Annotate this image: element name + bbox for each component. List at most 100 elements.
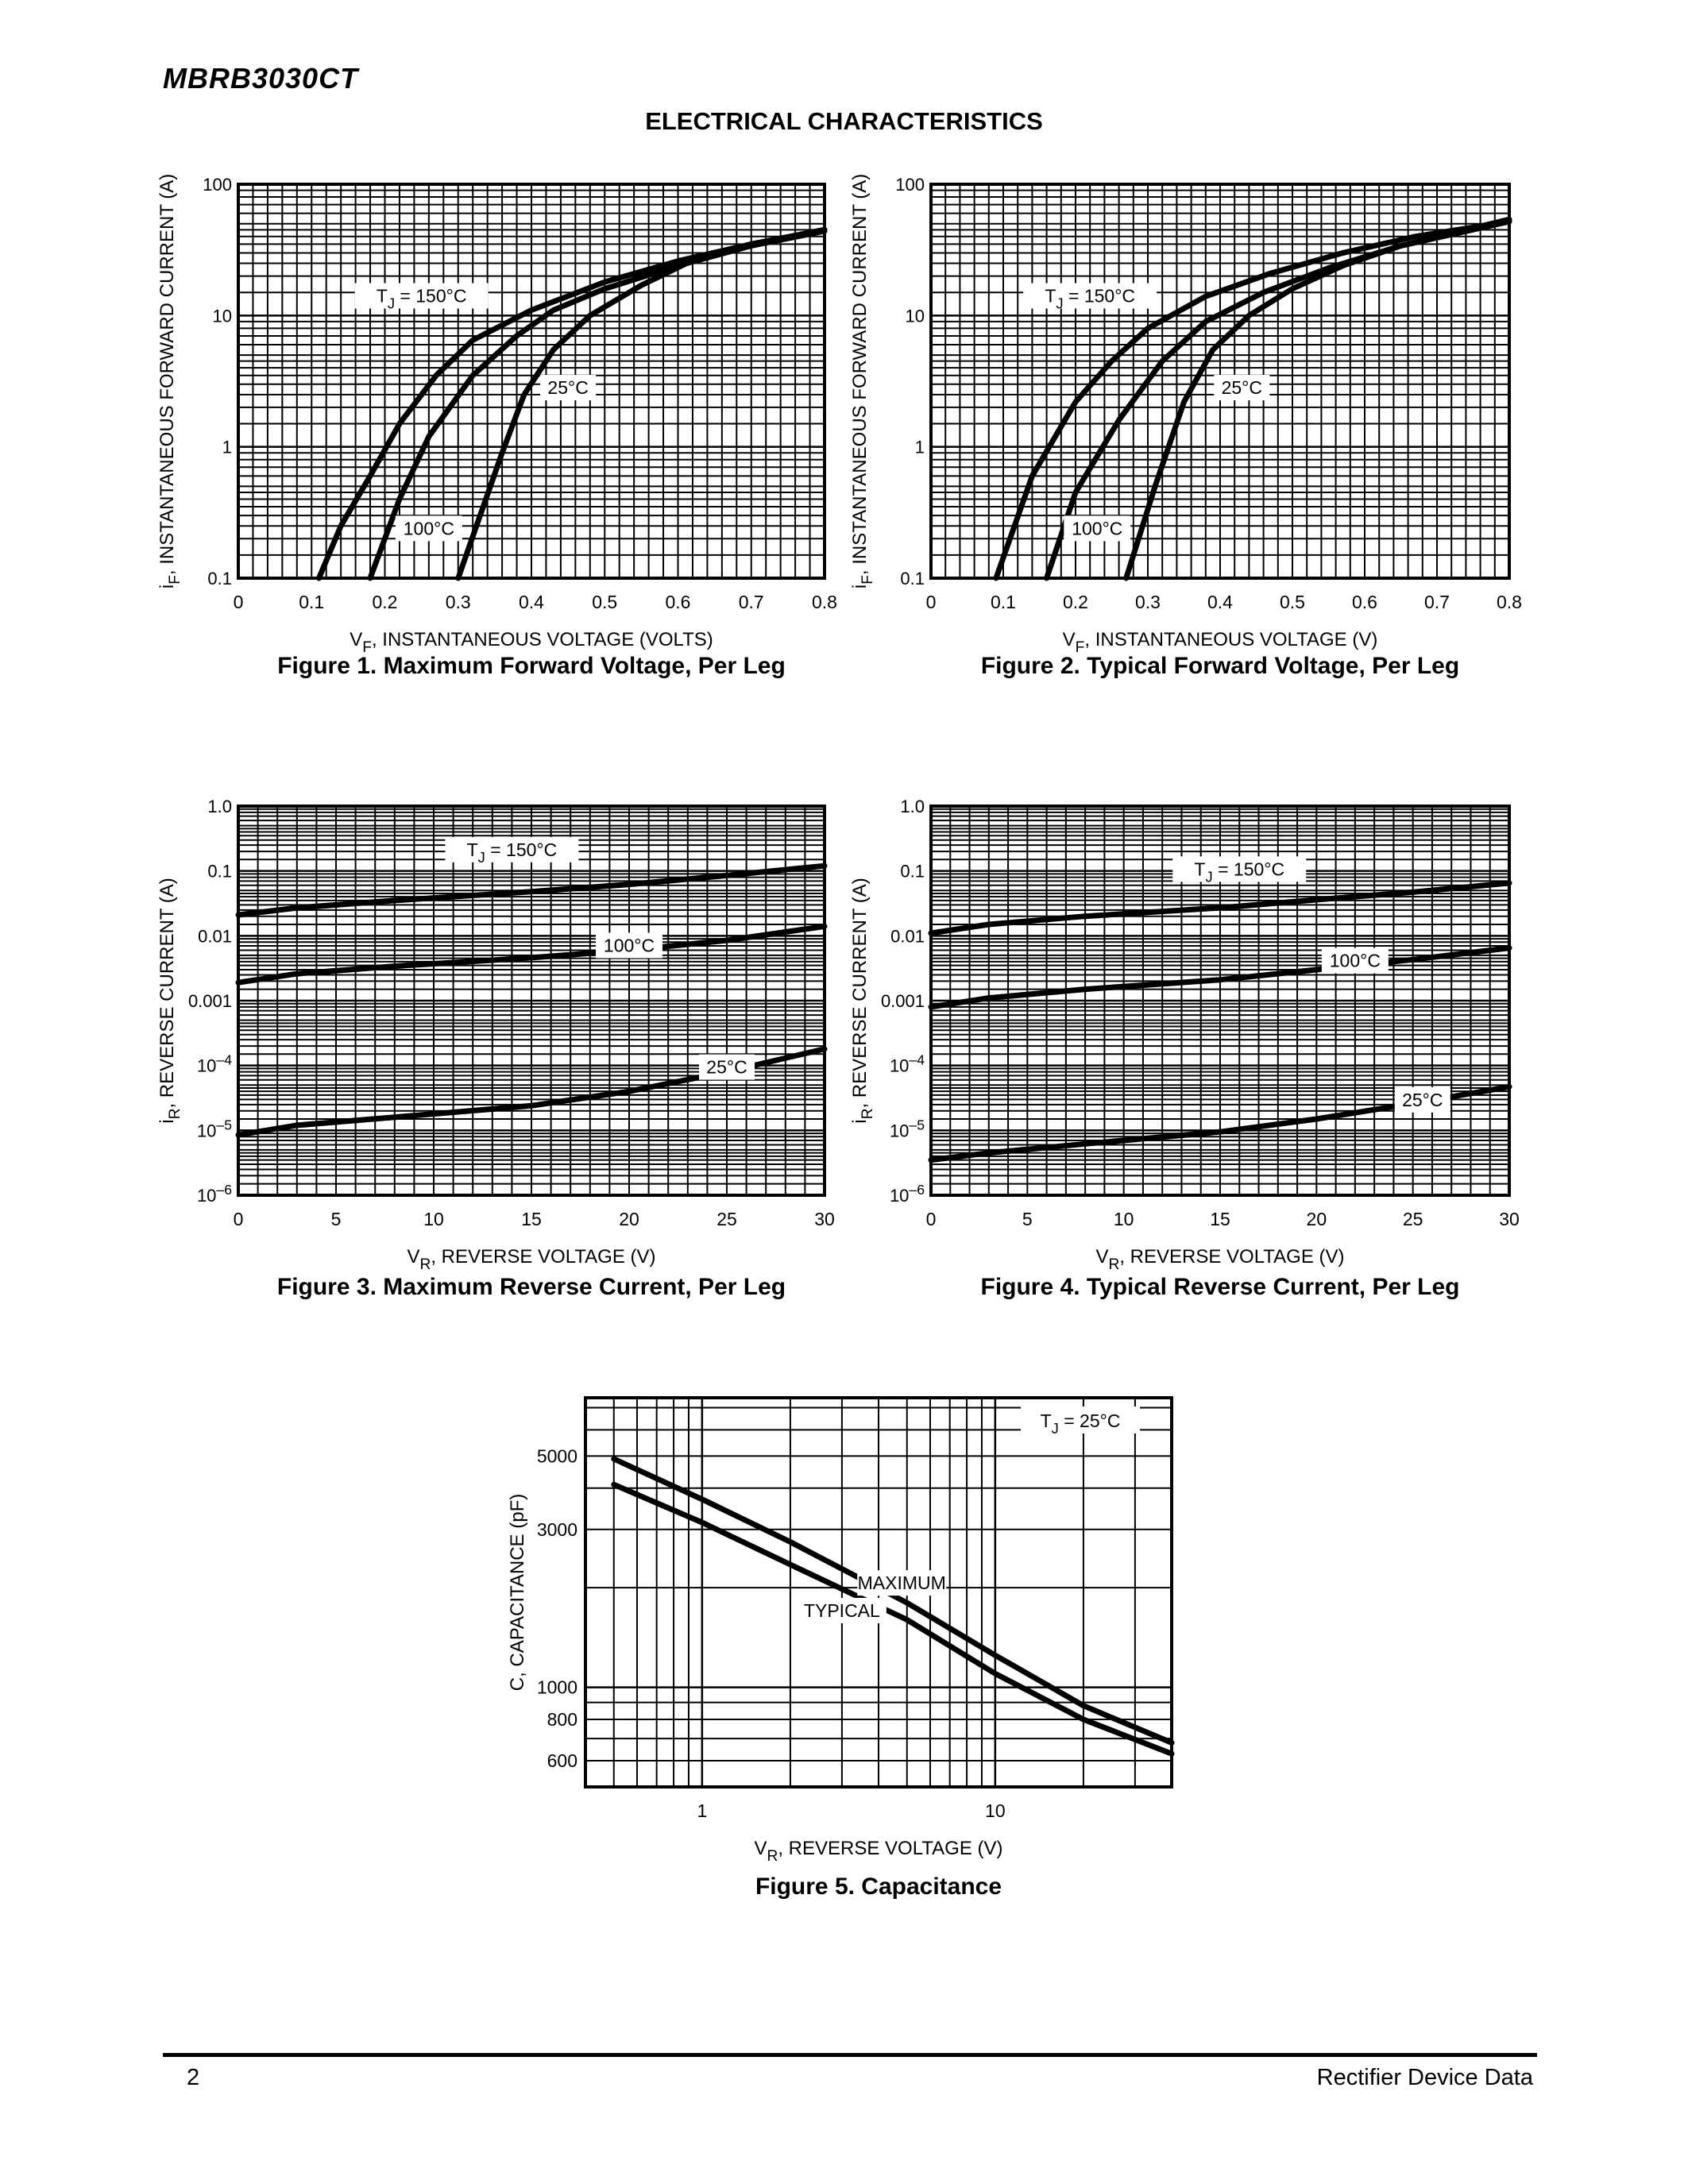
y-axis-title: iF, INSTANTANEOUS FORWARD CURRENT (A) — [849, 174, 876, 588]
plot-area — [237, 183, 826, 580]
y-tick-label: 0.001 — [881, 991, 925, 1011]
y-tick-label: 600 — [547, 1750, 577, 1771]
series-line — [235, 923, 828, 986]
y-tick-label: 1 — [222, 438, 232, 457]
y-tick-label: 10–6 — [890, 1182, 925, 1206]
series-label-bg — [540, 375, 597, 401]
x-tick-label: 0.3 — [1135, 592, 1161, 612]
plot-frame — [929, 183, 1511, 580]
x-tick-label: 0.1 — [299, 592, 324, 612]
x-tick-label: 30 — [814, 1209, 835, 1229]
series-label: 25°C — [706, 1057, 747, 1078]
x-tick-label: 0.2 — [1063, 592, 1088, 612]
y-tick-label: 800 — [547, 1709, 577, 1730]
x-tick-label: 5 — [1022, 1209, 1033, 1229]
y-tick-label: 10 — [906, 306, 925, 326]
x-tick-label: 0.6 — [666, 592, 691, 612]
series-label-bg — [1023, 283, 1157, 309]
series-label-bg — [395, 515, 462, 542]
series-label: 100°C — [1330, 951, 1381, 971]
x-tick-label: 1 — [697, 1800, 707, 1821]
y-tick-label: 1000 — [537, 1677, 577, 1698]
series-label: TJ = 150°C — [467, 839, 558, 866]
y-tick-label: 0.1 — [900, 862, 925, 882]
chart-annotation: TJ = 25°C — [1041, 1410, 1121, 1437]
y-tick-label: 3000 — [537, 1519, 577, 1540]
series-label-bg — [1064, 515, 1131, 542]
y-tick-label: 0.1 — [207, 862, 232, 882]
series-label: TJ = 150°C — [377, 285, 467, 311]
x-axis-title: VR, REVERSE VOLTAGE (V) — [407, 1246, 655, 1273]
x-tick-label: 5 — [331, 1209, 342, 1229]
x-tick-label: 0.5 — [592, 592, 617, 612]
series-label-bg — [1214, 375, 1270, 401]
figure-caption: Figure 4. Typical Reverse Current, Per L… — [981, 1274, 1460, 1300]
series-line — [455, 226, 828, 581]
y-axis-title: iR, REVERSE CURRENT (A) — [849, 878, 876, 1123]
page-number: 2 — [187, 2065, 200, 2090]
series-label: 25°C — [1402, 1090, 1443, 1110]
y-tick-label: 1 — [915, 438, 925, 457]
y-tick-label: 10–5 — [197, 1117, 232, 1140]
x-axis-title: VR, REVERSE VOLTAGE (V) — [754, 1838, 1002, 1865]
series-label-bg — [797, 1597, 886, 1623]
series-label: 100°C — [1072, 518, 1122, 538]
series-label-bg — [1172, 856, 1307, 882]
x-tick-label: 30 — [1499, 1209, 1520, 1229]
section-title: ELECTRICAL CHARACTERISTICS — [645, 107, 1043, 135]
plot-area — [584, 1396, 1173, 1788]
part-number: MBRB3030CT — [163, 62, 359, 95]
x-tick-label: 25 — [717, 1209, 737, 1229]
y-tick-label: 0.1 — [207, 569, 232, 588]
series-line — [928, 880, 1512, 936]
plot-area — [929, 183, 1511, 580]
x-axis-title: VF, INSTANTANEOUS VOLTAGE (V) — [1063, 629, 1378, 656]
x-axis-title: VF, INSTANTANEOUS VOLTAGE (VOLTS) — [350, 629, 713, 656]
footer-publication: Rectifier Device Data — [1316, 2065, 1533, 2090]
y-tick-label: 1.0 — [900, 797, 925, 816]
y-axis-title: C, CAPACITANCE (pF) — [507, 1494, 528, 1691]
series-line — [928, 945, 1512, 1010]
series-label: TJ = 150°C — [1045, 285, 1135, 311]
y-tick-label: 10–4 — [890, 1052, 925, 1076]
annotation-bg — [1021, 1406, 1140, 1433]
x-axis-title: VR, REVERSE VOLTAGE (V) — [1095, 1246, 1344, 1273]
x-tick-label: 0.2 — [373, 592, 398, 612]
x-tick-label: 0 — [926, 1209, 937, 1229]
y-tick-label: 0.1 — [900, 569, 925, 588]
y-tick-label: 0.01 — [198, 926, 232, 946]
series-label: 100°C — [604, 935, 655, 955]
series-label-bg — [857, 1570, 947, 1596]
y-tick-label: 5000 — [537, 1445, 577, 1466]
series-label: 25°C — [547, 377, 588, 398]
y-tick-label: 0.01 — [890, 926, 925, 946]
x-tick-label: 0.1 — [991, 592, 1016, 612]
x-tick-label: 20 — [1307, 1209, 1327, 1229]
x-tick-label: 0 — [926, 592, 937, 612]
figure-caption: Figure 1. Maximum Forward Voltage, Per L… — [277, 653, 786, 679]
x-tick-label: 0.7 — [1424, 592, 1450, 612]
series-label: TJ = 150°C — [1194, 859, 1284, 885]
x-tick-label: 0.5 — [1280, 592, 1305, 612]
x-tick-label: 0 — [234, 1209, 244, 1229]
series-line — [235, 862, 828, 918]
x-tick-label: 20 — [619, 1209, 639, 1229]
x-tick-label: 0.4 — [519, 592, 544, 612]
series-label-bg — [354, 283, 489, 309]
x-tick-label: 0.6 — [1352, 592, 1377, 612]
x-tick-label: 15 — [521, 1209, 542, 1229]
plot-frame — [584, 1396, 1173, 1788]
y-tick-label: 1.0 — [207, 797, 232, 816]
series-line — [993, 218, 1512, 581]
x-tick-label: 0.8 — [1497, 592, 1522, 612]
y-axis-title: iF, INSTANTANEOUS FORWARD CURRENT (A) — [156, 174, 183, 588]
series-label-bg — [1394, 1086, 1450, 1113]
series-label-bg — [699, 1054, 755, 1080]
figure-caption: Figure 3. Maximum Reverse Current, Per L… — [277, 1274, 786, 1300]
series-label: TYPICAL — [804, 1600, 880, 1621]
series-line — [611, 1456, 1175, 1746]
